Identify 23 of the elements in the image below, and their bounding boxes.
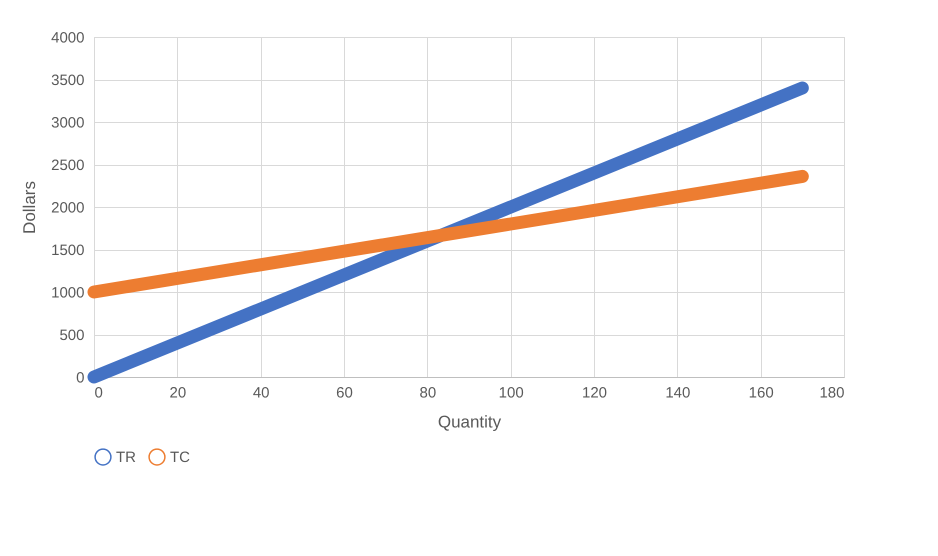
legend-label: TR [116, 449, 136, 466]
x-tick-label: 0 [94, 384, 103, 402]
y-tick-label: 2500 [51, 157, 84, 174]
y-tick-label: 1500 [51, 242, 84, 259]
legend-label: TC [170, 449, 190, 466]
y-axis-title: Dollars [20, 181, 40, 234]
y-tick-label: 3500 [51, 72, 84, 89]
x-tick-label: 60 [336, 384, 353, 402]
y-tick-label: 0 [76, 370, 84, 386]
x-tick-label: 140 [665, 384, 690, 402]
y-tick-label: 4000 [51, 30, 84, 46]
y-tick-label: 1000 [51, 284, 84, 302]
x-tick-label: 120 [582, 384, 608, 402]
x-tick-label: 40 [252, 384, 270, 402]
x-tick-label: 100 [498, 384, 524, 402]
y-tick-label: 3000 [51, 114, 84, 132]
x-tick-label: 80 [419, 384, 436, 402]
y-tick-label: 500 [59, 327, 84, 344]
x-tick-label: 180 [819, 384, 844, 402]
x-tick-label: 20 [169, 384, 186, 402]
x-axis-title: Quantity [438, 412, 502, 432]
y-tick-label: 2000 [51, 200, 84, 216]
x-tick-label: 160 [748, 384, 774, 402]
